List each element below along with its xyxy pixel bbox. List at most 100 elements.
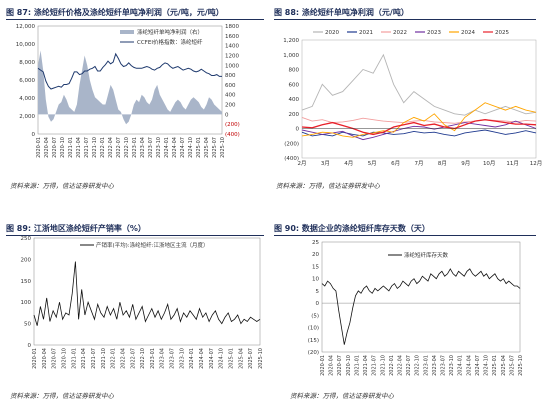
chart-87-yright-tick-7: 1000 [225, 63, 239, 69]
chart-87-yright-tick-6: 800 [225, 73, 236, 79]
figure-88-title: 图 88: 涤纶短纤单吨净利润（元/吨） [274, 8, 409, 17]
chart-90-x-tick-4: 2021-01 [354, 355, 360, 376]
chart-90-x-tick-22: 2025-07 [509, 355, 515, 376]
figure-90-title: 图 90: 数据企业的涤纶短纤库存天数（天） [274, 224, 430, 233]
chart-89-frame [33, 237, 261, 346]
chart-90-y-tick-9: 25 [312, 240, 319, 246]
chart-88-y-tick-8: 1,200 [283, 38, 299, 44]
chart-89-y-tick-3: 150 [21, 279, 32, 285]
chart-90-y-tick-6: 10 [312, 277, 319, 283]
chart-90-x-tick-5: 2021-04 [363, 355, 369, 376]
chart-87-x-tick-15: 2023-10 [156, 137, 162, 158]
chart-87-yright-tick-5: 600 [225, 83, 236, 89]
chart-89-x-tick-23: 2025-10 [258, 348, 264, 369]
chart-87-x-tick-7: 2021-10 [92, 137, 98, 158]
chart-88-x-tick-3: 5月 [368, 160, 377, 167]
chart-89-x-tick-15: 2023-10 [179, 348, 185, 369]
chart-88-x-tick-10: 12月 [530, 160, 543, 167]
chart-90-x-tick-14: 2023-07 [441, 355, 447, 376]
figure-90-source: 资料来源：万得，信达证券研发中心 [290, 392, 394, 400]
chart-87-x-tick-1: 2020-04 [44, 137, 50, 158]
chart-87-yright-tick-11: 1800 [225, 24, 239, 30]
chart-90-x-tick-13: 2023-04 [432, 355, 438, 376]
chart-88-legend-3: 2023 [427, 30, 441, 36]
chart-90-y-tick-0: (20) [308, 350, 319, 356]
figure-88-source: 资料来源：万得，信达证券研发中心 [276, 182, 380, 190]
chart-87-yright-tick-1: (200) [225, 122, 240, 128]
chart-88-y-tick-0: (400) [284, 156, 299, 162]
chart-87-series-price [37, 52, 222, 90]
figure-90-rule [274, 235, 536, 236]
chart-88-x-tick-9: 11月 [506, 160, 519, 167]
chart-88-legend-0: 2020 [325, 30, 339, 36]
chart-88-frame [301, 39, 537, 159]
chart-88-x-tick-0: 2月 [298, 160, 307, 167]
chart-87-legend-1: CCFEI价格指数：涤纶短纤 [137, 38, 203, 46]
chart-89-x-tick-9: 2022-04 [120, 348, 126, 369]
chart-88-y-tick-6: 800 [289, 68, 300, 74]
chart-88-y-tick-1: (200) [284, 141, 299, 147]
chart-88-x-tick-7: 9月 [461, 160, 470, 167]
chart-87-yleft-tick-5: 10,000 [16, 42, 36, 48]
chart-87-x-tick-0: 2020-01 [36, 137, 42, 158]
chart-87-yleft-tick-0: 0 [32, 132, 36, 138]
chart-88-series-2022 [301, 116, 537, 124]
chart-88-series-2021 [301, 129, 537, 137]
chart-90-x-tick-15: 2023-10 [449, 355, 455, 376]
chart-90-y-tick-1: (15) [308, 338, 319, 344]
chart-89-y-tick-1: 50 [24, 322, 31, 328]
chart-87-yleft-tick-4: 8,000 [19, 60, 35, 66]
figure-89-source: 资料来源：万得，信达证券研发中心 [10, 392, 114, 400]
figure-87-title: 图 87: 涤纶短纤价格及涤纶短纤单吨净利润（元/吨，元/吨） [6, 8, 224, 17]
chart-90-x-tick-12: 2023-01 [423, 355, 429, 376]
chart-90-x-tick-19: 2024-10 [484, 355, 490, 376]
chart-88-x-tick-6: 8月 [438, 160, 447, 167]
chart-87-yright-tick-4: 400 [225, 93, 236, 99]
chart-87-yright-tick-9: 1400 [225, 44, 239, 50]
chart-87-x-tick-11: 2022-10 [124, 137, 130, 158]
chart-90-x-tick-10: 2022-07 [406, 355, 412, 376]
chart-88-y-tick-7: 1,000 [283, 53, 299, 59]
chart-88-x-tick-4: 6月 [391, 160, 400, 167]
chart-88-x-tick-1: 3月 [321, 160, 330, 167]
chart-90-x-tick-20: 2025-01 [492, 355, 498, 376]
chart-87-x-tick-16: 2024-01 [164, 137, 170, 158]
chart-87-x-tick-3: 2020-10 [60, 137, 66, 158]
chart-89-x-tick-12: 2023-01 [150, 348, 156, 369]
chart-88-y-tick-4: 400 [289, 97, 300, 103]
chart-90-y-tick-2: (10) [308, 326, 319, 332]
chart-87-x-tick-17: 2024-04 [172, 137, 178, 158]
chart-88-x-tick-8: 10月 [483, 160, 496, 167]
chart-89-legend-0: 产销率(平均):涤纶短纤:江浙地区主流（月度） [96, 241, 209, 249]
chart-89-x-tick-4: 2021-01 [71, 348, 77, 369]
chart-89-x-tick-8: 2022-01 [111, 348, 117, 369]
chart-87-x-tick-13: 2023-04 [140, 137, 146, 158]
chart-88-series-2025 [301, 119, 537, 136]
chart-90-x-tick-1: 2020-04 [329, 355, 335, 376]
chart-89-x-tick-19: 2024-10 [219, 348, 225, 369]
chart-89-x-tick-2: 2020-07 [52, 348, 58, 369]
chart-89-x-tick-17: 2024-04 [199, 348, 205, 369]
chart-88-legend-2: 2022 [393, 30, 407, 36]
chart-89-x-tick-14: 2023-07 [170, 348, 176, 369]
chart-90-x-tick-6: 2021-07 [372, 355, 378, 376]
chart-90-x-tick-9: 2022-04 [397, 355, 403, 376]
chart-87-yleft-tick-6: 12,000 [16, 24, 36, 30]
chart-87-yleft-tick-2: 4,000 [19, 96, 35, 102]
chart-87-x-tick-6: 2021-07 [84, 137, 90, 158]
chart-87-x-tick-18: 2024-07 [180, 137, 186, 158]
chart-87-yright-tick-2: 0 [225, 112, 229, 118]
chart-90-x-tick-7: 2021-10 [380, 355, 386, 376]
chart-90-frame [321, 241, 521, 353]
chart-87-yleft-tick-3: 6,000 [19, 78, 35, 84]
chart-87-yright-tick-0: (400) [225, 132, 240, 138]
chart-87-legend-swatch-0 [120, 30, 134, 34]
chart-90-x-tick-23: 2025-10 [518, 355, 524, 376]
chart-90-x-tick-16: 2024-01 [458, 355, 464, 376]
chart-87-x-tick-19: 2024-10 [188, 137, 194, 158]
chart-89-x-tick-22: 2025-07 [248, 348, 254, 369]
chart-90-x-tick-17: 2024-04 [466, 355, 472, 376]
chart-90-x-tick-8: 2022-01 [389, 355, 395, 376]
figure-89-title: 图 89: 江浙地区涤纶短纤产销率（%） [6, 224, 146, 233]
